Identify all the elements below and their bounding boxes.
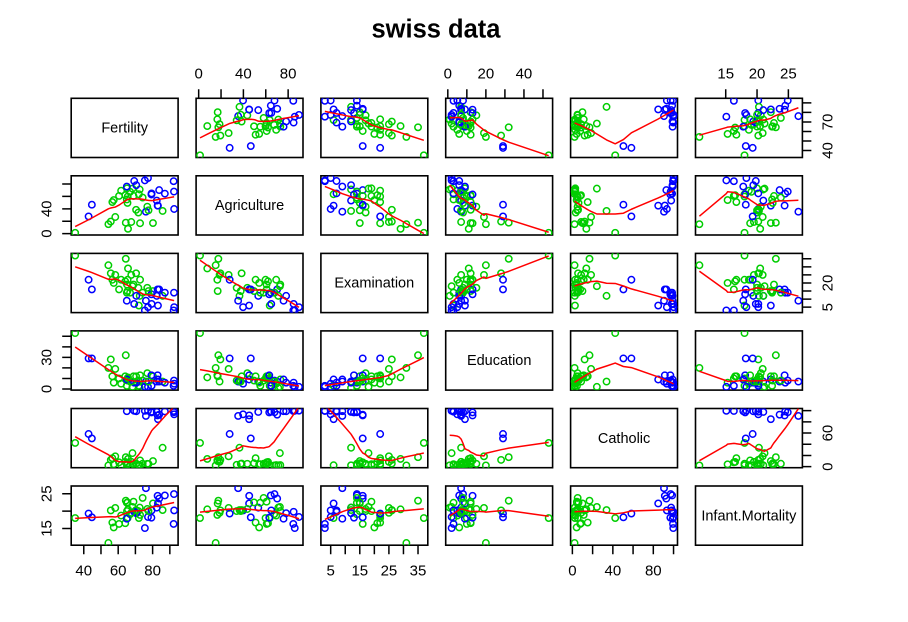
- svg-text:60: 60: [820, 425, 837, 442]
- svg-text:25: 25: [780, 66, 797, 83]
- svg-text:20: 20: [820, 275, 837, 292]
- svg-text:70: 70: [820, 114, 837, 131]
- svg-text:40: 40: [516, 66, 533, 83]
- svg-text:20: 20: [478, 66, 495, 83]
- svg-text:0: 0: [39, 229, 56, 237]
- svg-text:Examination: Examination: [334, 276, 414, 292]
- svg-text:25: 25: [381, 562, 398, 579]
- svg-text:40: 40: [75, 562, 92, 579]
- svg-text:15: 15: [351, 562, 368, 579]
- svg-text:40: 40: [820, 142, 837, 159]
- svg-text:Education: Education: [467, 353, 532, 369]
- svg-text:80: 80: [645, 562, 662, 579]
- svg-text:40: 40: [39, 200, 56, 217]
- svg-text:40: 40: [235, 66, 252, 83]
- svg-text:0: 0: [444, 66, 452, 83]
- svg-text:swiss data: swiss data: [372, 16, 502, 44]
- svg-text:30: 30: [39, 349, 56, 366]
- svg-text:0: 0: [568, 562, 576, 579]
- svg-text:15: 15: [717, 66, 734, 83]
- svg-text:0: 0: [39, 385, 56, 393]
- svg-text:Catholic: Catholic: [598, 431, 650, 447]
- svg-text:25: 25: [39, 485, 56, 502]
- svg-text:80: 80: [280, 66, 297, 83]
- svg-text:80: 80: [144, 562, 161, 579]
- svg-text:0: 0: [194, 66, 202, 83]
- svg-text:35: 35: [410, 562, 427, 579]
- svg-text:15: 15: [39, 520, 56, 537]
- svg-text:Fertility: Fertility: [101, 121, 148, 137]
- svg-text:5: 5: [820, 303, 837, 311]
- svg-text:40: 40: [605, 562, 622, 579]
- svg-text:60: 60: [110, 562, 127, 579]
- svg-text:Infant.Mortality: Infant.Mortality: [701, 508, 797, 524]
- svg-text:Agriculture: Agriculture: [215, 198, 284, 214]
- svg-text:0: 0: [820, 462, 837, 470]
- svg-text:20: 20: [749, 66, 766, 83]
- svg-text:5: 5: [327, 562, 335, 579]
